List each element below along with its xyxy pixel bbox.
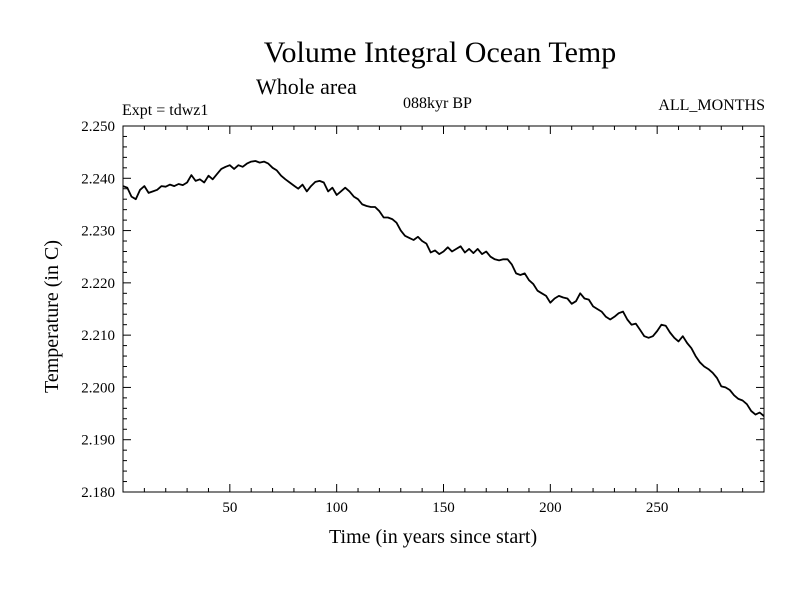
y-tick-label: 2.190 [81,433,115,449]
x-tick-label: 50 [222,500,237,516]
x-tick-label: 100 [325,500,348,516]
y-tick-label: 2.180 [81,485,115,501]
x-axis-label: Time (in years since start) [329,526,538,548]
months-label: ALL_MONTHS [658,97,765,114]
experiment-label: Expt = tdwz1 [122,102,209,119]
y-tick-label: 2.200 [81,380,115,396]
chart-subtitle: Whole area [256,74,357,99]
y-tick-label: 2.230 [81,224,115,240]
tick-labels: 50 100 150 200 250 2.180 2.190 2.200 2.210 2.220 2… [81,119,668,516]
y-tick-label: 2.240 [81,171,115,187]
x-tick-label: 150 [432,500,455,516]
series-lines [122,160,765,417]
y-tick-label: 2.250 [81,119,115,135]
y-tick-label: 2.210 [81,328,115,344]
chart-title: Volume Integral Ocean Temp [263,36,617,69]
plot-frame [122,125,765,493]
y-tick-label: 2.220 [81,276,115,292]
x-tick-label: 250 [646,500,669,516]
period-label: 088kyr BP [403,95,472,112]
series-line [122,160,765,417]
axis-ticks [123,126,764,492]
x-tick-label: 200 [539,500,562,516]
